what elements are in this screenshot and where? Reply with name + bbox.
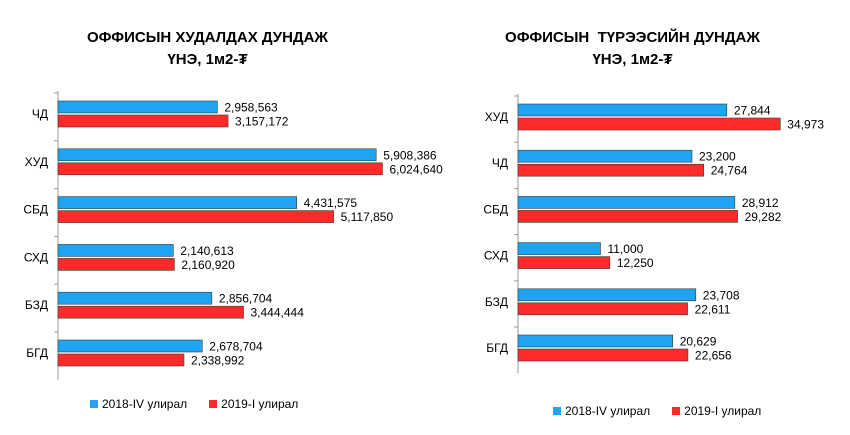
right-bar-series1	[517, 103, 728, 117]
left-category-label: СХД	[24, 250, 48, 264]
right-bar-series1	[517, 149, 693, 163]
left-data-label-series1: 2,678,704	[209, 340, 263, 354]
left-category-label: ХУД	[25, 155, 48, 169]
left-data-label-series1: 4,431,575	[304, 196, 358, 210]
left-bar-series1	[57, 291, 213, 305]
left-bar-series1	[57, 339, 203, 353]
left-category-label: СБД	[23, 203, 48, 217]
right-chart-legend: 2018-IV улирал 2019-I улирал	[553, 404, 783, 418]
right-chart-title-line2: ҮНЭ, 1м2-₮	[592, 51, 673, 68]
left-data-label-series2: 6,024,640	[389, 162, 443, 176]
left-bar-series2	[57, 305, 244, 319]
left-data-label-series2: 3,444,444	[251, 306, 305, 320]
right-data-label-series2: 24,764	[711, 164, 748, 178]
right-bar-series2	[517, 117, 781, 131]
left-legend-label-series2: 2019-I улирал	[221, 397, 299, 411]
left-category-label: ЧД	[32, 107, 48, 121]
left-data-label-series1: 2,140,613	[180, 244, 234, 258]
left-data-label-series2: 5,117,850	[341, 210, 394, 224]
left-bar-series2	[57, 162, 383, 176]
right-legend-item-series2: 2019-I улирал	[672, 404, 761, 418]
right-chart-panel: ОФФИСЫН ТҮРЭЭСИЙН ДУНДАЖ ҮНЭ, 1м2-₮ ХУД 2…	[425, 0, 850, 435]
left-bar-series2	[57, 353, 185, 367]
right-bar-series2	[517, 302, 688, 316]
left-bar-series1	[57, 100, 218, 114]
right-bar-series2	[517, 256, 611, 269]
right-bar-series2	[517, 163, 705, 177]
left-legend-item-series2: 2019-I улирал	[209, 397, 298, 411]
right-data-label-series1: 23,200	[699, 150, 736, 164]
left-bar-series1	[57, 196, 297, 209]
left-legend-item-series1: 2018-IV улирал	[90, 397, 187, 411]
left-chart-panel: ОФФИСЫН ХУДАЛДАХ ДУНДАЖ ҮНЭ, 1м2-₮ ЧД 2,9…	[23, 29, 443, 411]
right-legend-swatch-series2	[672, 407, 681, 415]
right-legend-swatch-series1	[553, 407, 561, 415]
right-data-label-series2: 29,282	[745, 210, 782, 224]
right-category-label: СБД	[483, 202, 508, 216]
left-legend-label-series1: 2018-IV улирал	[102, 397, 188, 411]
right-legend-label-series2: 2019-I улирал	[684, 404, 762, 418]
right-bar-series2	[517, 348, 689, 362]
right-data-label-series1: 11,000	[608, 242, 644, 256]
right-data-label-series1: 23,708	[703, 288, 740, 302]
left-bar-series2	[57, 258, 175, 271]
left-bar-series1	[57, 148, 377, 162]
right-category-label: БГД	[486, 341, 508, 355]
right-bar-series1	[517, 196, 736, 209]
right-data-label-series2: 12,250	[617, 256, 654, 270]
left-data-label-series2: 2,338,992	[191, 354, 245, 368]
left-data-label-series2: 3,157,172	[235, 115, 289, 129]
right-data-label-series1: 28,912	[742, 196, 779, 210]
right-bar-series1	[517, 288, 697, 302]
right-data-label-series1: 20,629	[680, 335, 717, 349]
left-legend-swatch-series2	[209, 400, 218, 408]
left-bar-series2	[57, 114, 229, 128]
right-data-label-series2: 22,611	[695, 302, 731, 316]
right-category-label: СХД	[484, 249, 508, 263]
right-category-label: БЗД	[485, 295, 508, 309]
right-bar-series1	[517, 334, 674, 348]
right-chart-title-line1: ОФФИСЫН ТҮРЭЭСИЙН ДУНДАЖ	[505, 29, 760, 46]
right-category-label: ЧД	[492, 156, 508, 170]
left-bar-series2	[57, 210, 334, 223]
right-legend-label-series1: 2018-IV улирал	[565, 404, 651, 418]
right-legend-item-series1: 2018-IV улирал	[553, 404, 650, 418]
right-bar-series1	[517, 242, 601, 255]
left-category-label: БЗД	[25, 298, 48, 312]
left-chart-title-line1: ОФФИСЫН ХУДАЛДАХ ДУНДАЖ	[87, 29, 328, 46]
right-bar-series2	[517, 210, 738, 223]
right-data-label-series2: 22,656	[695, 349, 732, 363]
right-data-label-series1: 27,844	[734, 104, 771, 118]
left-legend-swatch-series1	[90, 400, 98, 408]
left-data-label-series1: 2,958,563	[224, 101, 278, 115]
right-data-label-series2: 34,973	[787, 118, 824, 132]
left-data-label-series1: 2,856,704	[219, 292, 273, 306]
left-data-label-series2: 2,160,920	[181, 258, 235, 272]
right-category-label: ХУД	[485, 110, 508, 124]
left-bar-series1	[57, 244, 174, 257]
left-chart-legend: 2018-IV улирал 2019-I улирал	[90, 397, 320, 411]
left-chart-title-line2: ҮНЭ, 1м2-₮	[167, 51, 248, 68]
left-data-label-series1: 5,908,386	[383, 148, 437, 162]
left-category-label: БГД	[26, 346, 48, 360]
